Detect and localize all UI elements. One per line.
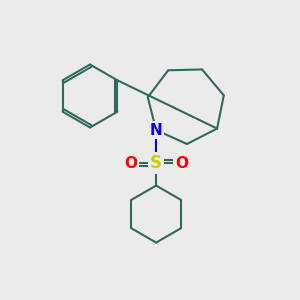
Text: O: O	[124, 156, 137, 171]
Text: S: S	[150, 154, 162, 172]
Text: N: N	[150, 123, 163, 138]
Text: O: O	[175, 156, 188, 171]
